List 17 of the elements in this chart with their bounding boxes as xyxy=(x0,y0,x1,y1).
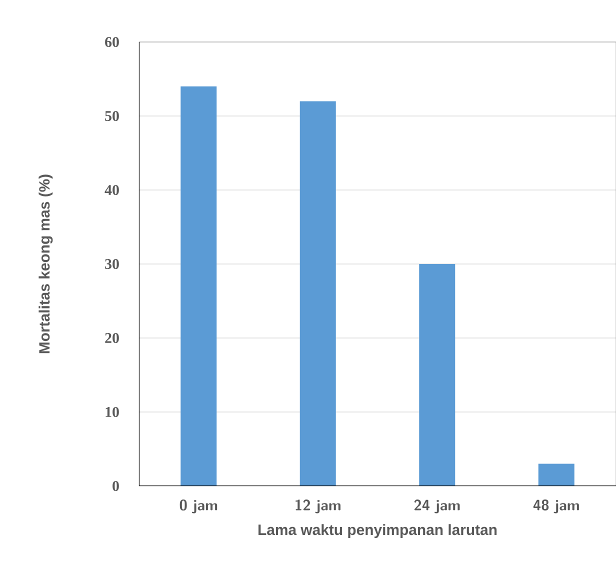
bar xyxy=(419,264,456,486)
bar xyxy=(180,86,217,486)
y-axis-title: Mortalitas keong mas (%) xyxy=(38,174,53,354)
y-tick-label: 60 xyxy=(105,36,119,48)
x-tick-label: 48 jam xyxy=(533,500,579,514)
bar xyxy=(300,101,336,486)
y-tick-label: 50 xyxy=(105,110,119,122)
y-tick-label: 20 xyxy=(105,332,119,344)
y-tick-label: 0 xyxy=(112,480,119,492)
x-tick-label: 0 jam xyxy=(180,500,218,514)
y-tick-label: 10 xyxy=(106,406,119,418)
y-tick-label: 30 xyxy=(105,258,119,270)
x-tick-label: 24 jam xyxy=(414,500,460,514)
y-tick-label: 40 xyxy=(104,184,119,196)
bar xyxy=(538,464,574,486)
x-tick-label: 12 jam xyxy=(296,500,340,514)
x-axis-title: Lama waktu penyimpanan larutan xyxy=(258,524,497,538)
